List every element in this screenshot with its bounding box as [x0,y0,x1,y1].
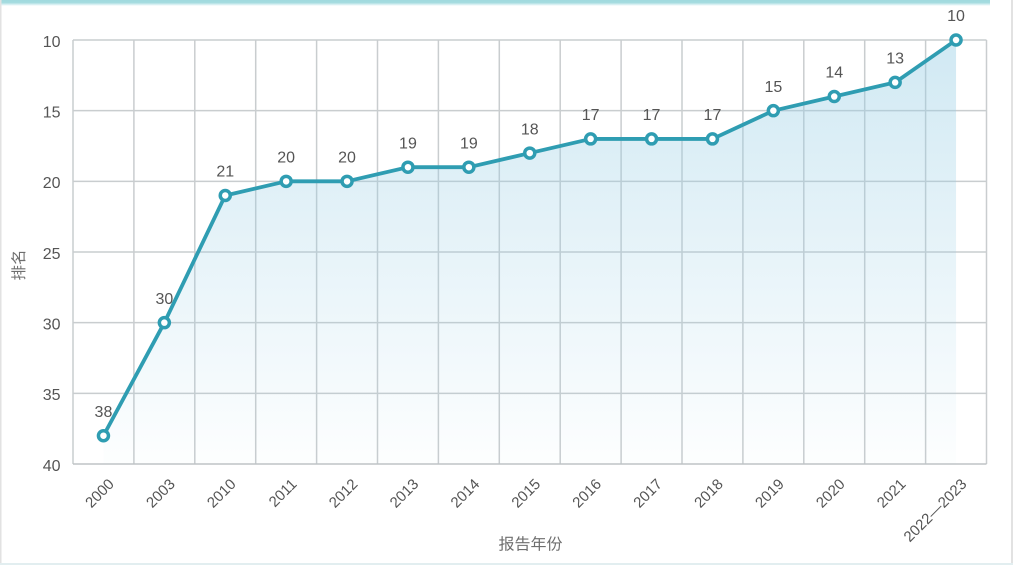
svg-text:38: 38 [95,404,113,421]
svg-text:13: 13 [886,51,904,68]
svg-text:20: 20 [277,150,295,167]
svg-text:30: 30 [155,291,173,308]
svg-text:21: 21 [216,164,234,181]
svg-text:15: 15 [43,104,61,121]
svg-text:15: 15 [764,79,782,96]
svg-text:35: 35 [43,387,61,404]
svg-text:10: 10 [43,34,61,51]
svg-text:25: 25 [43,246,61,263]
svg-text:30: 30 [43,316,61,333]
svg-text:17: 17 [582,107,600,124]
svg-text:18: 18 [521,121,539,138]
svg-text:10: 10 [947,8,965,25]
svg-text:19: 19 [399,135,417,152]
svg-text:20: 20 [43,175,61,192]
svg-text:17: 17 [704,107,722,124]
svg-text:14: 14 [825,65,843,82]
svg-text:19: 19 [460,135,478,152]
svg-text:40: 40 [43,458,61,475]
svg-text:17: 17 [643,107,661,124]
svg-text:20: 20 [338,150,356,167]
